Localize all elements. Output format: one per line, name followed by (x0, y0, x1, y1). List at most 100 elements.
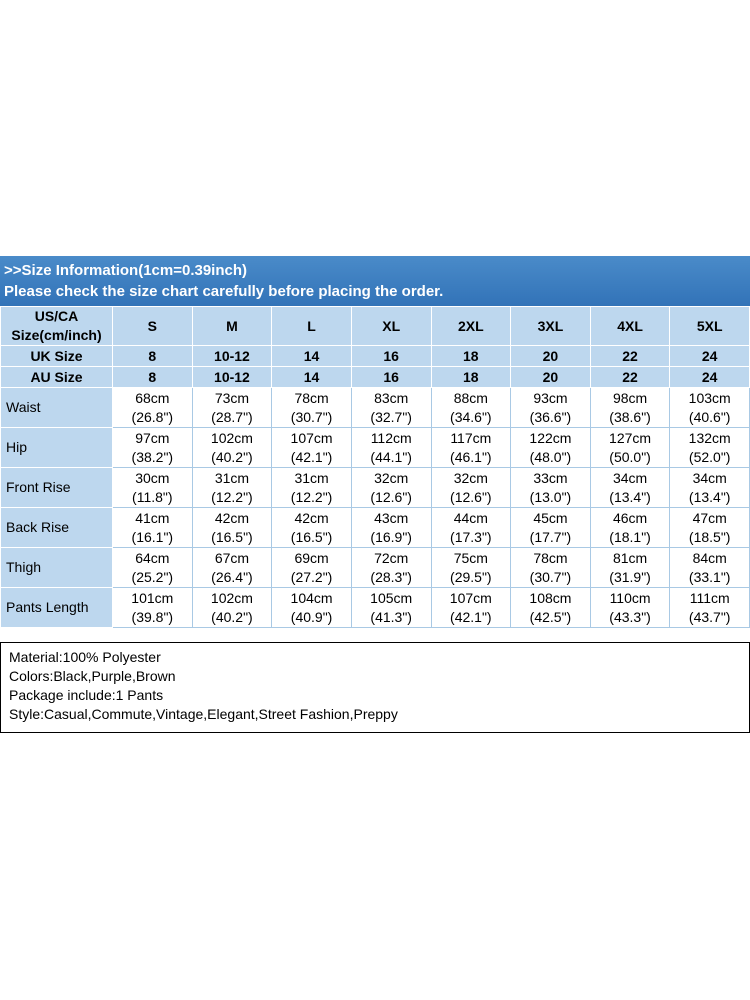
measurement-cell: 83cm (32.7") (350, 387, 432, 428)
measurement-cm: 112cm (370, 429, 412, 446)
measurement-cell: 67cm (26.4") (191, 547, 273, 588)
measurement-cell: 45cm (17.7") (510, 507, 591, 548)
measurement-cm: 107cm (449, 589, 492, 606)
measurement-inch: (26.4") (211, 568, 253, 585)
size-column-header: M (191, 306, 273, 346)
size-value-cell: 14 (271, 345, 352, 367)
measurement-cell: 93cm (36.6") (510, 387, 591, 428)
size-value-cell: 16 (350, 345, 432, 367)
measurement-cm: 30cm (135, 469, 170, 486)
corner-header: US/CA Size(cm/inch) (0, 306, 113, 346)
measurement-row-label: Hip (0, 427, 113, 468)
measurement-cm: 102cm (210, 429, 253, 446)
banner-title: >>Size Information(1cm=0.39inch) (4, 262, 247, 279)
measurement-cm: 73cm (214, 389, 250, 406)
measurement-cell: 33cm (13.0") (510, 467, 591, 508)
measurement-cm: 127cm (609, 429, 652, 446)
measurement-cell: 132cm (52.0") (669, 427, 750, 468)
size-table-head: US/CA Size(cm/inch) S M L XL 2XL 3XL 4XL 5XL (0, 306, 750, 346)
size-value-cell: 24 (669, 345, 750, 367)
measurement-inch: (41.3") (370, 608, 412, 625)
measurement-cell: 34cm (13.4") (669, 467, 750, 508)
measurement-inch: (43.7") (688, 608, 731, 625)
measurement-cell: 41cm (16.1") (112, 507, 193, 548)
banner-subtitle: Please check the size chart carefully be… (4, 283, 444, 300)
measurement-cm: 42cm (294, 509, 329, 526)
measurement-inch: (25.2") (131, 568, 174, 585)
measurement-cm: 88cm (453, 389, 488, 406)
measurement-inch: (42.5") (529, 608, 572, 625)
measurement-row-label: Back Rise (0, 507, 113, 548)
measurement-inch: (29.5") (450, 568, 492, 585)
measurement-row: Hip 97cm (38.2") 102cm (40.2") 107cm (42.1") 11… (0, 427, 750, 468)
measurement-cell: 88cm (34.6") (430, 387, 512, 428)
size-value-cell: 22 (589, 345, 671, 367)
corner-header-line2: Size(cm/inch) (11, 327, 102, 343)
size-row-label: AU Size (0, 366, 113, 388)
size-column-header: L (271, 306, 352, 346)
measurement-inch: (40.2") (211, 608, 253, 625)
size-header-row: US/CA Size(cm/inch) S M L XL 2XL 3XL 4XL 5XL (0, 306, 750, 346)
measurement-cell: 32cm (12.6") (350, 467, 432, 508)
measurement-cell: 32cm (12.6") (430, 467, 512, 508)
measurement-cm: 101cm (131, 589, 174, 606)
measurement-cm: 41cm (135, 509, 170, 526)
measurement-cm: 110cm (609, 589, 651, 606)
detail-package: Package include:1 Pants (9, 687, 164, 703)
size-value-cell: 16 (350, 366, 432, 388)
size-value-cell: 24 (669, 366, 750, 388)
measurement-cell: 78cm (30.7") (510, 547, 591, 588)
measurement-inch: (44.1") (370, 448, 412, 465)
detail-material: Material:100% Polyester (9, 649, 161, 665)
measurement-cell: 34cm (13.4") (589, 467, 671, 508)
measurement-cell: 68cm (26.8") (112, 387, 193, 428)
size-conversion-row: AU Size 8 10-12 14 16 18 20 22 24 (0, 366, 750, 388)
measurement-inch: (17.3") (450, 528, 492, 545)
measurement-cell: 110cm (43.3") (589, 587, 671, 628)
size-chart-table: US/CA Size(cm/inch) S M L XL 2XL 3XL 4XL 5XL UK S… (0, 306, 750, 628)
measurement-inch: (18.5") (688, 528, 731, 545)
measurement-cm: 108cm (529, 589, 572, 606)
size-column-header: 4XL (589, 306, 671, 346)
measurement-cell: 73cm (28.7") (191, 387, 273, 428)
measurement-inch: (12.2") (211, 488, 253, 505)
measurement-inch: (36.6") (529, 408, 572, 425)
measurement-cell: 105cm (41.3") (350, 587, 432, 628)
size-info-banner: >>Size Information(1cm=0.39inch) Please … (0, 256, 750, 306)
measurement-cell: 31cm (12.2") (191, 467, 273, 508)
size-value-cell: 8 (112, 366, 193, 388)
measurement-inch: (39.8") (131, 608, 174, 625)
measurement-inch: (33.1") (688, 568, 731, 585)
measurement-cell: 102cm (40.2") (191, 427, 273, 468)
measurement-cm: 34cm (612, 469, 648, 486)
measurement-cm: 32cm (374, 469, 409, 486)
measurement-inch: (34.6") (450, 408, 492, 425)
measurement-inch: (16.9") (370, 528, 412, 545)
measurement-cell: 42cm (16.5") (271, 507, 352, 548)
size-value-cell: 20 (510, 345, 591, 367)
measurement-cell: 30cm (11.8") (112, 467, 193, 508)
measurement-cell: 81cm (31.9") (589, 547, 671, 588)
measurement-inch: (28.3") (370, 568, 412, 585)
size-value-cell: 20 (510, 366, 591, 388)
size-row-label: UK Size (0, 345, 113, 367)
measurement-cell: 75cm (29.5") (430, 547, 512, 588)
measurement-inch: (13.0") (529, 488, 572, 505)
measurement-cm: 102cm (210, 589, 253, 606)
measurement-cm: 69cm (294, 549, 329, 566)
measurement-row: Pants Length 101cm (39.8") 102cm (40.2") 104c… (0, 587, 750, 628)
size-value-cell: 8 (112, 345, 193, 367)
measurement-cm: 98cm (612, 389, 648, 406)
measurement-cm: 81cm (612, 549, 648, 566)
measurement-row: Front Rise 30cm (11.8") 31cm (12.2") 31cm (12.… (0, 467, 750, 508)
measurement-cm: 42cm (214, 509, 250, 526)
detail-colors: Colors:Black,Purple,Brown (9, 668, 176, 684)
measurement-cell: 78cm (30.7") (271, 387, 352, 428)
measurement-inch: (40.6") (688, 408, 731, 425)
measurement-inch: (38.2") (131, 448, 174, 465)
measurement-cm: 105cm (370, 589, 413, 606)
measurement-inch: (32.7") (370, 408, 412, 425)
measurement-cm: 33cm (533, 469, 568, 486)
measurement-inch: (12.6") (370, 488, 412, 505)
